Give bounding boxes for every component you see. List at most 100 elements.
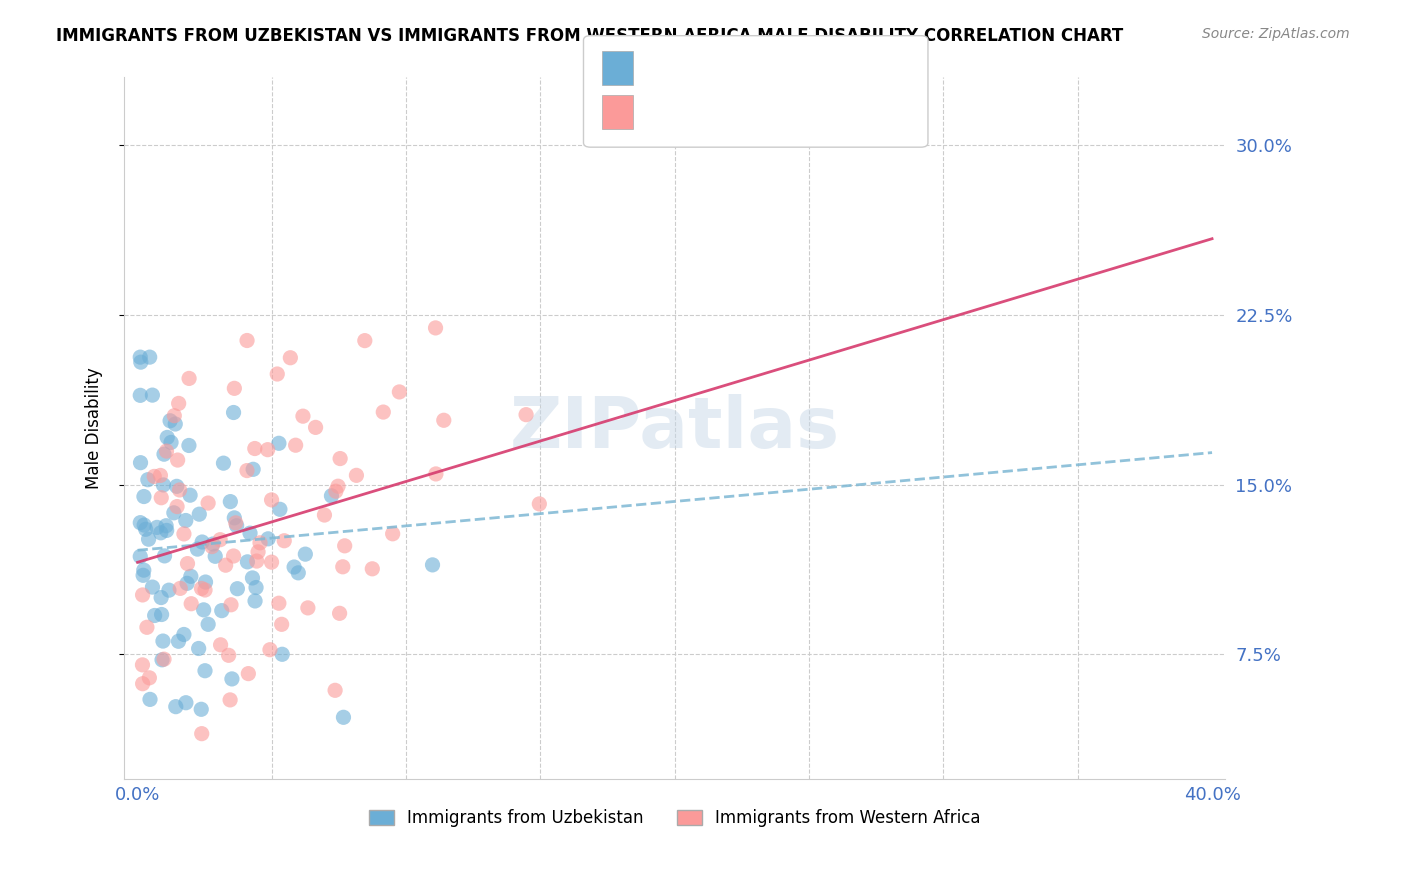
Point [236,464,259,478]
Point [323,683,346,698]
Point [146,520,169,534]
Point [167,634,190,648]
Text: 73: 73 [799,104,823,122]
Point [169,582,191,596]
Point [388,384,411,399]
Text: 80: 80 [799,60,821,78]
Point [143,469,166,483]
Point [267,596,290,610]
Point [218,648,240,663]
Point [134,518,156,533]
Point [159,414,181,428]
Point [247,545,270,559]
Point [333,539,356,553]
Text: IMMIGRANTS FROM UZBEKISTAN VS IMMIGRANTS FROM WESTERN AFRICA MALE DISABILITY COR: IMMIGRANTS FROM UZBEKISTAN VS IMMIGRANTS… [56,27,1123,45]
Point [153,652,176,666]
Point [325,484,347,499]
Point [149,468,172,483]
Point [243,442,266,456]
Point [132,563,155,577]
Point [326,479,349,493]
Point [239,526,262,541]
Point [219,494,242,508]
Point [353,334,375,348]
Point [129,549,152,564]
Point [194,582,217,597]
Point [173,527,195,541]
Text: N =: N = [748,60,796,78]
Point [136,473,159,487]
Point [304,420,326,434]
Point [174,696,197,710]
Text: R =: R = [641,60,678,78]
Point [238,666,260,681]
Point [138,532,160,546]
Point [166,500,188,514]
Point [284,438,307,452]
Point [433,413,456,427]
Point [155,518,177,533]
Point [242,462,264,476]
Point [150,491,173,505]
Text: 0.060: 0.060 [681,60,733,78]
Text: 40.0%: 40.0% [1184,786,1240,804]
Point [177,371,200,385]
Point [139,692,162,706]
Point [224,381,246,395]
Point [132,490,155,504]
Point [222,549,245,563]
Point [246,554,269,568]
Point [221,672,243,686]
Point [197,496,219,510]
Point [190,702,212,716]
Point [150,607,173,622]
Point [179,488,201,502]
Point [152,634,174,648]
Point [314,508,336,522]
Text: ZIPatlas: ZIPatlas [510,393,839,463]
Point [156,524,179,538]
Point [129,516,152,530]
Point [260,492,283,507]
Point [131,588,153,602]
Point [243,594,266,608]
Point [166,479,188,493]
Point [166,453,188,467]
Point [174,514,197,528]
Point [194,575,217,590]
Point [194,664,217,678]
Point [129,388,152,402]
Point [211,604,233,618]
Point [135,522,157,536]
Point [212,456,235,470]
Point [155,444,177,458]
Point [271,648,294,662]
Point [201,537,224,551]
Point [297,600,319,615]
Point [273,533,295,548]
Point [214,558,236,573]
Point [152,478,174,492]
Y-axis label: Male Disability: Male Disability [86,368,103,489]
Point [165,699,187,714]
Point [242,571,264,585]
Point [224,511,246,525]
Point [173,627,195,641]
Point [260,555,283,569]
Point [257,532,280,546]
Point [321,489,343,503]
Point [150,653,173,667]
Point [156,430,179,444]
Point [259,642,281,657]
Point [269,502,291,516]
Point [201,540,224,554]
Point [138,671,160,685]
Point [150,591,173,605]
Point [167,396,190,410]
Point [141,580,163,594]
Point [191,535,214,549]
Point [236,334,259,348]
Point [332,559,354,574]
Point [131,657,153,672]
Point [186,542,208,557]
